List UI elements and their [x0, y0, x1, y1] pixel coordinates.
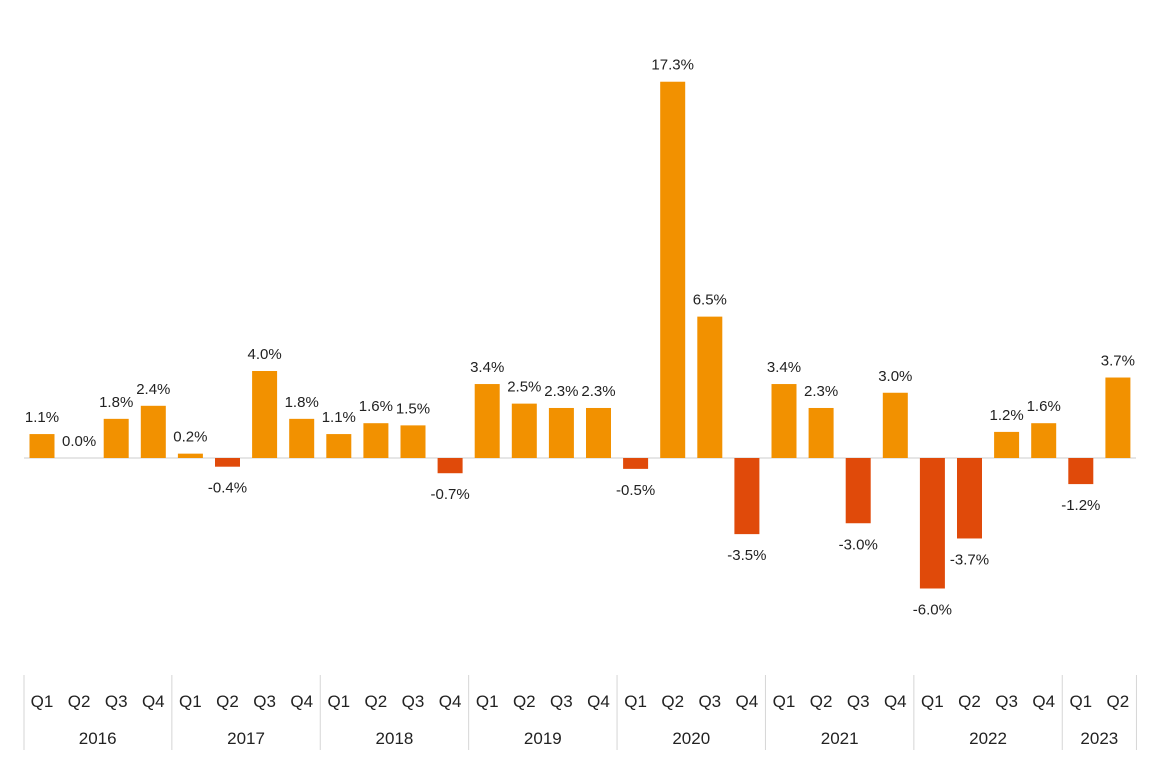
bar-2020-q4 [734, 458, 760, 535]
quarter-tick-label: Q3 [402, 692, 425, 711]
year-tick-label: 2020 [672, 729, 710, 748]
bar-2018-q1 [326, 434, 352, 458]
data-label: 1.2% [989, 407, 1023, 424]
quarter-tick-label: Q2 [958, 692, 981, 711]
data-label: 3.0% [878, 368, 912, 385]
bar-2019-q2 [511, 403, 537, 458]
bar-2017-q2 [215, 458, 240, 467]
quarter-tick-label: Q2 [661, 692, 684, 711]
data-label: -6.0% [913, 602, 952, 619]
quarter-tick-label: Q4 [290, 692, 313, 711]
quarter-tick-label: Q1 [624, 692, 647, 711]
year-tick-label: 2017 [227, 729, 265, 748]
bar-2018-q3 [400, 425, 426, 458]
data-label: -1.2% [1061, 497, 1100, 514]
bar-2016-q3 [103, 418, 129, 458]
data-label: 0.2% [173, 429, 207, 446]
quarter-tick-label: Q1 [1069, 692, 1092, 711]
bar-2022-q2 [957, 458, 982, 539]
quarter-tick-label: Q4 [884, 692, 907, 711]
year-tick-label: 2022 [969, 729, 1007, 748]
quarter-tick-label: Q2 [1107, 692, 1130, 711]
data-label: -0.7% [431, 486, 470, 503]
year-tick-label: 2016 [79, 729, 117, 748]
quarter-tick-label: Q3 [847, 692, 870, 711]
data-label: 1.1% [25, 409, 59, 426]
bar-2018-q2 [363, 423, 389, 458]
quarter-tick-label: Q3 [698, 692, 721, 711]
bar-2019-q1 [474, 384, 500, 458]
year-tick-label: 2023 [1080, 729, 1118, 748]
year-tick-label: 2019 [524, 729, 562, 748]
bar-2022-q4 [1031, 423, 1057, 458]
quarter-tick-label: Q3 [253, 692, 276, 711]
data-label: 1.8% [99, 394, 133, 411]
bar-2021-q2 [808, 407, 834, 458]
bar-2021-q4 [882, 392, 908, 458]
bar-2020-q2 [660, 81, 686, 458]
data-label: 0.0% [62, 433, 96, 450]
data-label: 2.5% [507, 379, 541, 396]
data-label: 1.6% [359, 398, 393, 415]
bar-2017-q3 [252, 371, 278, 458]
data-label: -0.5% [616, 482, 655, 499]
data-label: 3.4% [767, 359, 801, 376]
bar-2017-q4 [289, 418, 315, 458]
year-tick-label: 2018 [376, 729, 414, 748]
data-label: 3.7% [1101, 353, 1135, 370]
bar-2023-q1 [1068, 458, 1094, 485]
data-label: 4.0% [247, 346, 281, 363]
data-label: 1.8% [285, 394, 319, 411]
data-label: 2.3% [544, 383, 578, 400]
quarter-tick-label: Q3 [105, 692, 128, 711]
quarter-tick-label: Q4 [1032, 692, 1055, 711]
quarter-tick-label: Q2 [365, 692, 388, 711]
quarter-tick-label: Q4 [142, 692, 165, 711]
bar-2020-q1 [623, 458, 649, 469]
quarter-tick-label: Q2 [810, 692, 833, 711]
quarter-tick-label: Q4 [736, 692, 759, 711]
quarter-tick-label: Q1 [179, 692, 202, 711]
quarter-tick-label: Q1 [476, 692, 499, 711]
bar-2017-q1 [177, 453, 203, 458]
year-tick-label: 2021 [821, 729, 859, 748]
bar-2018-q4 [437, 458, 463, 474]
data-label: 3.4% [470, 359, 504, 376]
quarter-tick-label: Q1 [921, 692, 944, 711]
quarter-tick-label: Q2 [513, 692, 536, 711]
data-label: 1.1% [322, 409, 356, 426]
bar-2016-q4 [140, 405, 166, 458]
bar-2020-q3 [697, 316, 723, 458]
data-label: -0.4% [208, 480, 247, 497]
data-label: 17.3% [651, 57, 694, 74]
quarter-tick-label: Q4 [439, 692, 462, 711]
quarter-tick-label: Q2 [68, 692, 91, 711]
data-label: 1.6% [1027, 398, 1061, 415]
data-label: 1.5% [396, 400, 430, 417]
data-label: -3.7% [950, 551, 989, 568]
quarter-tick-label: Q3 [550, 692, 573, 711]
quarter-tick-label: Q1 [327, 692, 350, 711]
data-label: 2.3% [804, 383, 838, 400]
bar-2022-q1 [919, 458, 945, 589]
quarter-tick-label: Q4 [587, 692, 610, 711]
data-label: 2.4% [136, 381, 170, 398]
bar-2021-q1 [771, 384, 797, 458]
data-label: 2.3% [581, 383, 615, 400]
quarter-tick-label: Q3 [995, 692, 1018, 711]
quarter-tick-label: Q1 [773, 692, 796, 711]
bar-2019-q4 [586, 407, 611, 458]
bar-2016-q1 [29, 434, 55, 458]
data-label: 6.5% [693, 292, 727, 309]
bar-2019-q3 [548, 407, 574, 458]
bar-2021-q3 [845, 458, 871, 524]
data-label: -3.0% [839, 536, 878, 553]
quarter-tick-label: Q2 [216, 692, 239, 711]
data-label: -3.5% [727, 547, 766, 564]
bar-2022-q3 [994, 431, 1020, 458]
bar-2023-q2 [1105, 377, 1131, 458]
quarter-tick-label: Q1 [31, 692, 54, 711]
